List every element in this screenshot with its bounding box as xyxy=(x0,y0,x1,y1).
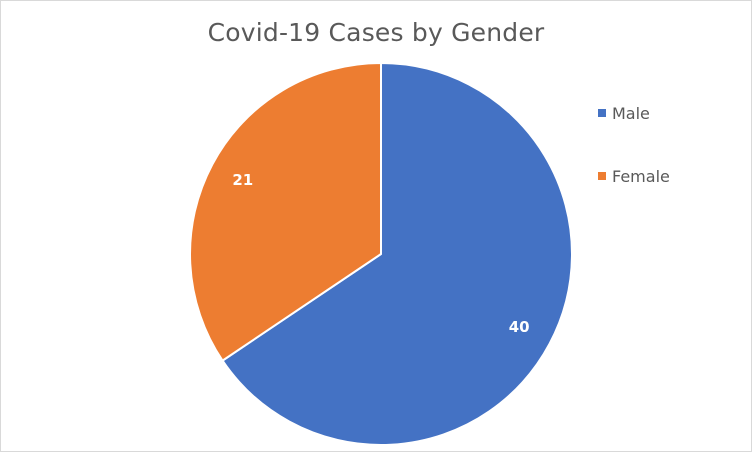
legend: Male Female xyxy=(598,102,670,228)
pie-slice-female xyxy=(189,62,382,362)
data-label-female: 21 xyxy=(232,171,253,189)
pie-data-labels: 40 21 xyxy=(232,171,529,336)
pie-slice-male xyxy=(221,62,573,446)
legend-item-male: Male xyxy=(598,102,670,124)
legend-label-male: Male xyxy=(612,103,650,123)
pie-slices xyxy=(189,62,573,446)
data-label-male: 40 xyxy=(509,318,530,336)
legend-swatch-male xyxy=(598,109,606,117)
chart-title: Covid-19 Cases by Gender xyxy=(207,18,545,47)
legend-item-female: Female xyxy=(598,165,670,187)
legend-swatch-female xyxy=(598,172,606,180)
legend-label-female: Female xyxy=(612,166,670,186)
